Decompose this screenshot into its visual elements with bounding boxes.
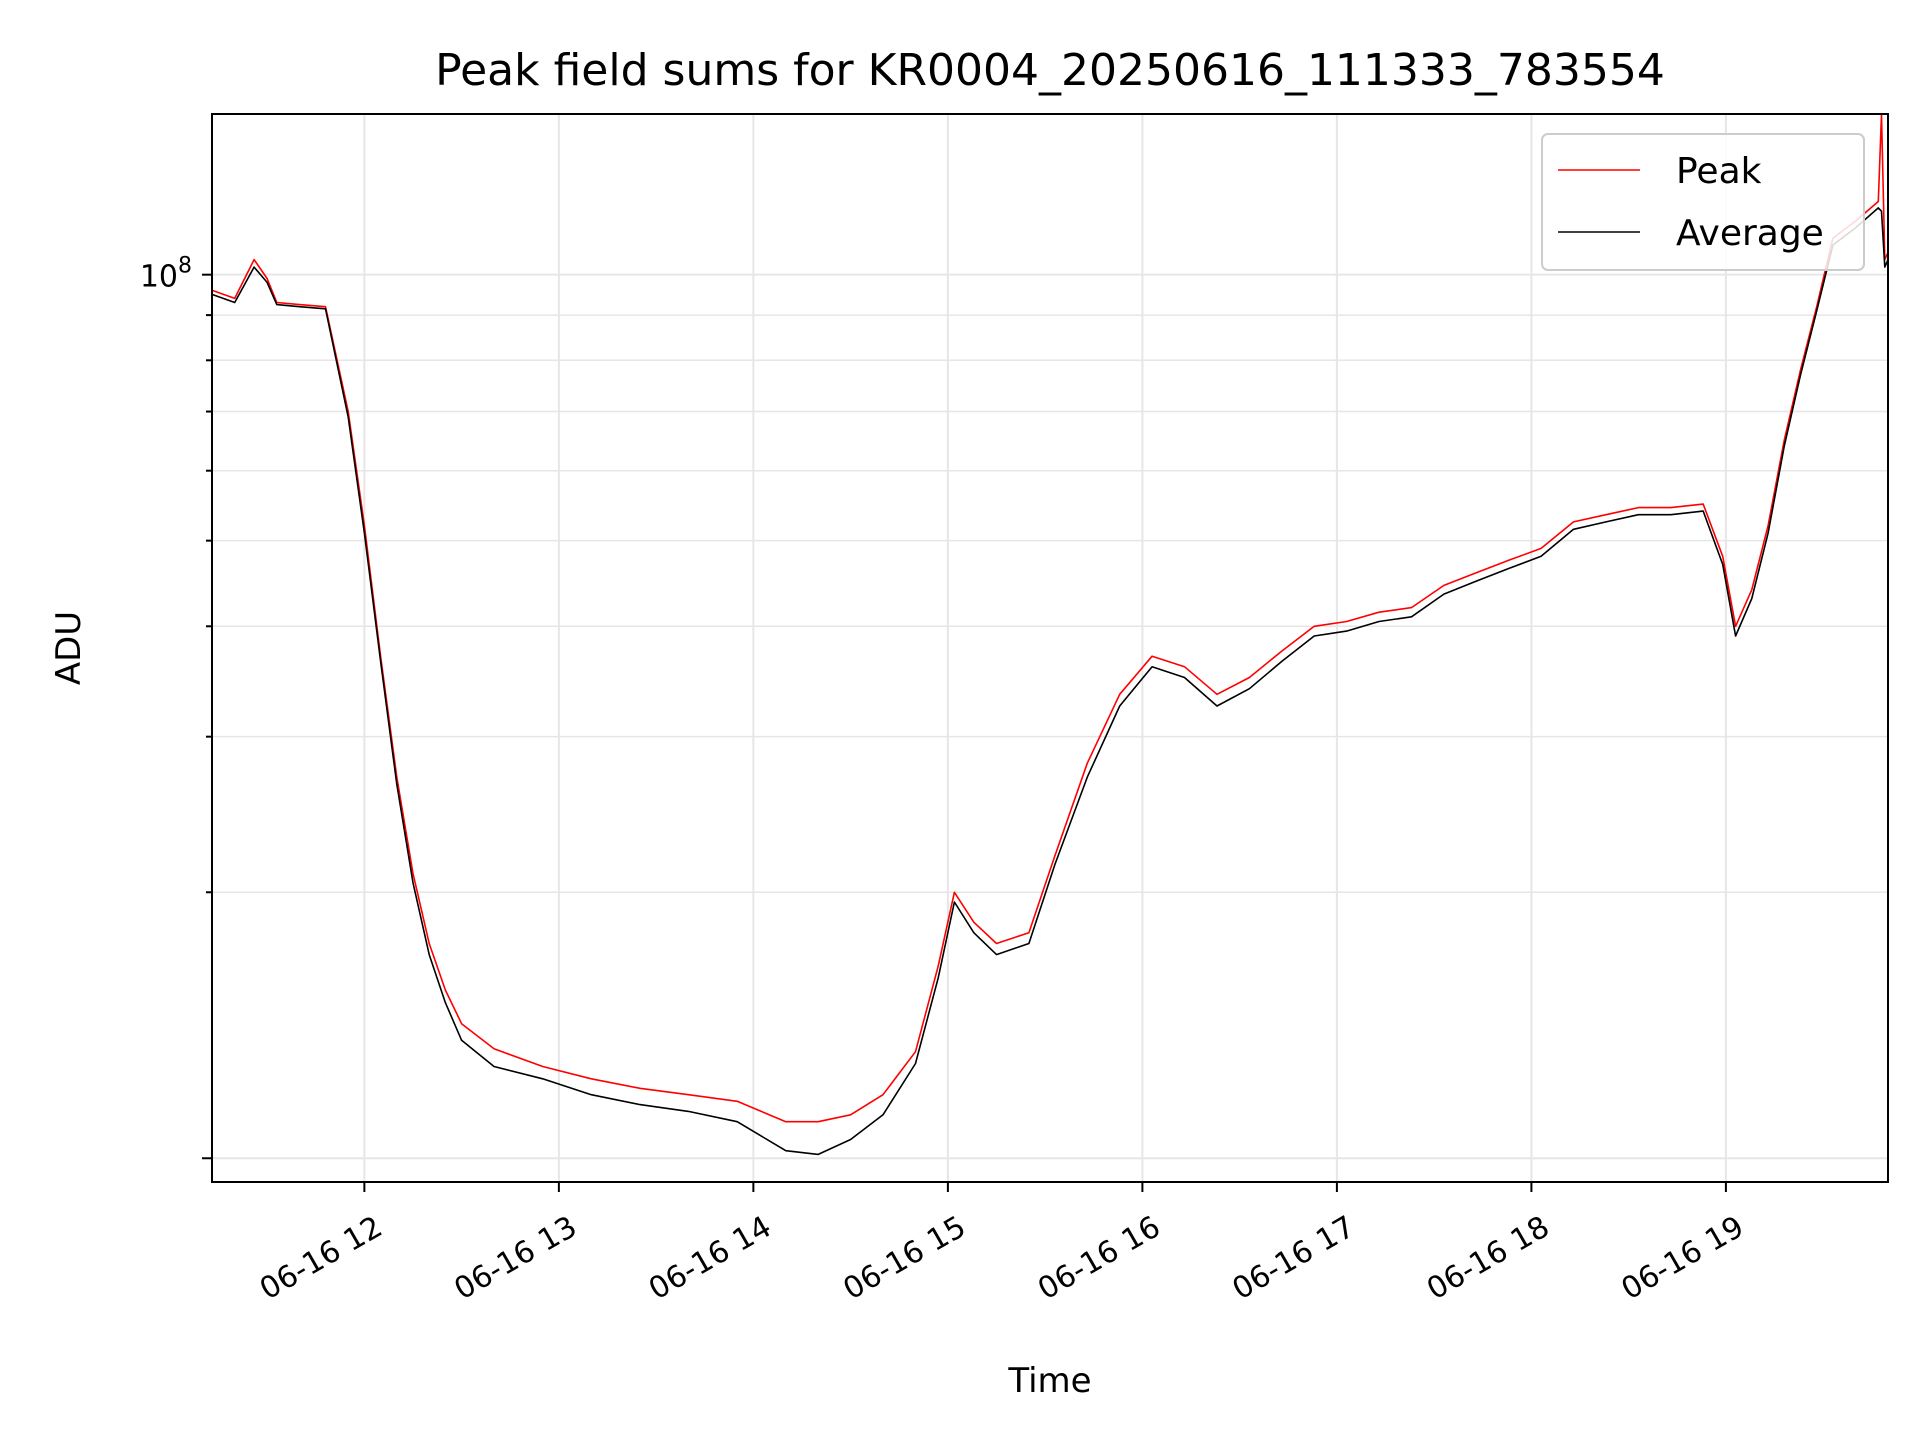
y-axis-label: ADU [49, 611, 89, 685]
series-layer [211, 113, 1889, 1156]
y-axis: 108 [140, 254, 212, 1160]
x-axis-label: Time [1007, 1361, 1091, 1401]
y-tick-label: 108 [140, 254, 192, 295]
legend-label-peak: Peak [1676, 151, 1762, 192]
legend-label-average: Average [1676, 213, 1824, 254]
series-line-average [211, 207, 1889, 1156]
grid [212, 114, 1888, 1182]
legend-box [1541, 133, 1865, 271]
legend: Peak Average [1541, 133, 1865, 271]
chart-title: Peak field sums for KR0004_20250616_1113… [435, 45, 1665, 96]
series-line-peak [211, 113, 1889, 1123]
plot-frame [211, 113, 1889, 1183]
